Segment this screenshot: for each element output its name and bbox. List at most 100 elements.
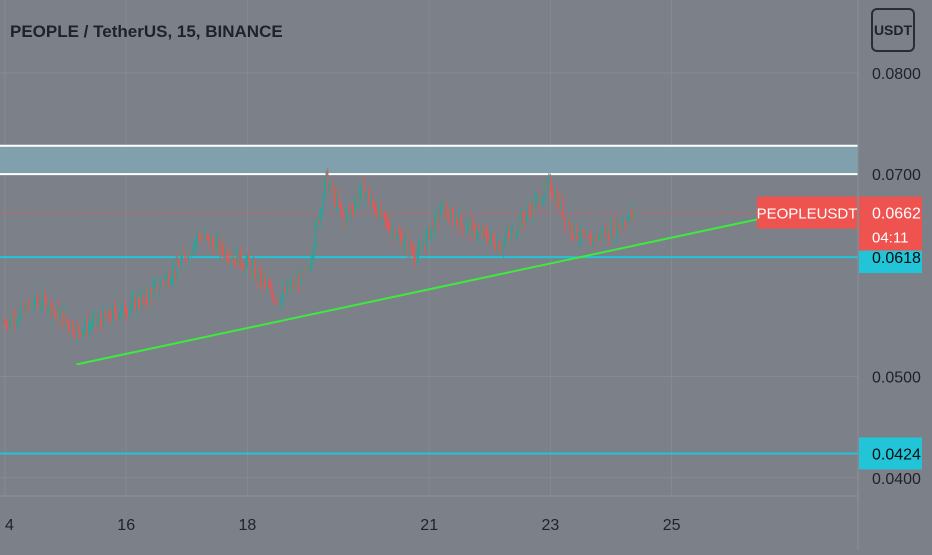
candle-body [589, 236, 591, 238]
candle-body [104, 310, 106, 316]
candle-body [160, 281, 162, 287]
candle-body [286, 284, 288, 294]
candle-body [72, 323, 74, 334]
level-price-text: 0.0618 [872, 250, 921, 267]
candle-body [504, 239, 506, 243]
candle-body [405, 238, 408, 240]
candle-body [84, 320, 86, 330]
candle-body [487, 239, 489, 245]
candle-body [351, 208, 353, 211]
candle-body [502, 242, 505, 251]
candle-body [628, 211, 630, 218]
trend-line-group [76, 208, 804, 366]
candle-body [251, 264, 253, 273]
candle-body [357, 197, 359, 203]
candle-body [480, 229, 482, 231]
candle-body [73, 333, 76, 337]
candle-body [525, 214, 527, 222]
candle-body [483, 229, 485, 237]
candle-body [404, 239, 406, 246]
candle-body [205, 234, 208, 236]
candle-body [526, 208, 529, 215]
candle-body [202, 237, 205, 239]
candle-body [277, 303, 279, 305]
x-tick-label: 16 [117, 517, 135, 534]
candle-body [4, 322, 6, 324]
candle-body [399, 234, 402, 237]
candle-body [343, 215, 346, 226]
candle-body [381, 210, 383, 217]
candle-body [570, 223, 573, 235]
candle-body [204, 234, 206, 238]
candle-body [451, 208, 453, 213]
candle-body [31, 303, 33, 307]
candle-body [110, 317, 112, 320]
candle-body [496, 242, 499, 250]
symbol-badge [757, 196, 857, 229]
candle-body [48, 302, 50, 310]
candle-body [307, 266, 309, 271]
candle-body [81, 332, 83, 337]
candle-body [549, 179, 552, 190]
candle-body [436, 211, 438, 214]
candle-body [164, 277, 167, 284]
candle-body [517, 221, 520, 233]
candle-body [105, 315, 108, 317]
candle-body [243, 266, 246, 269]
candle-body [284, 289, 286, 294]
candle-body [402, 245, 405, 248]
candle-body [455, 217, 458, 222]
candle-body [19, 310, 21, 320]
candle-body [101, 321, 103, 327]
candle-body [390, 231, 393, 235]
candle-body [28, 302, 30, 306]
candle-body [498, 242, 500, 250]
candle-body [133, 296, 135, 299]
candle-body [278, 303, 280, 305]
candlestick-series [4, 168, 636, 344]
candle-body [319, 211, 321, 224]
candle-body [66, 320, 68, 323]
candle-body [567, 221, 570, 229]
candle-body [181, 251, 183, 260]
candle-body [328, 184, 330, 190]
candle-body [633, 209, 635, 216]
candle-body [531, 202, 533, 217]
candle-body [45, 298, 47, 312]
candle-body [490, 234, 493, 240]
candle-body [198, 234, 200, 236]
candle-body [486, 232, 488, 240]
candle-body [127, 313, 129, 315]
candle-body [457, 221, 459, 229]
candle-body [513, 227, 515, 237]
candle-body [149, 290, 152, 292]
currency-button[interactable]: USDT [871, 8, 915, 52]
candle-body [114, 308, 117, 315]
candle-body [83, 329, 85, 333]
candle-body [246, 255, 249, 262]
candle-body [267, 283, 270, 287]
candle-body [52, 309, 55, 311]
x-tick-label: 23 [542, 517, 560, 534]
candle-body [492, 234, 494, 239]
candle-body [326, 171, 329, 190]
candle-body [558, 196, 561, 209]
candle-body [489, 239, 491, 245]
candle-body [214, 242, 217, 253]
candle-body [117, 315, 120, 319]
candle-body [169, 282, 171, 285]
candle-body [352, 210, 355, 212]
candle-body [230, 258, 232, 262]
candle-body [57, 306, 59, 320]
candle-body [125, 312, 127, 314]
candle-body [430, 229, 432, 240]
candle-body [458, 215, 461, 229]
current-price-value: 0.0662 [872, 206, 921, 223]
candle-body [134, 296, 136, 310]
candle-body [578, 238, 580, 240]
candle-body [33, 305, 35, 307]
candle-body [508, 234, 511, 236]
candle-body [499, 249, 502, 251]
